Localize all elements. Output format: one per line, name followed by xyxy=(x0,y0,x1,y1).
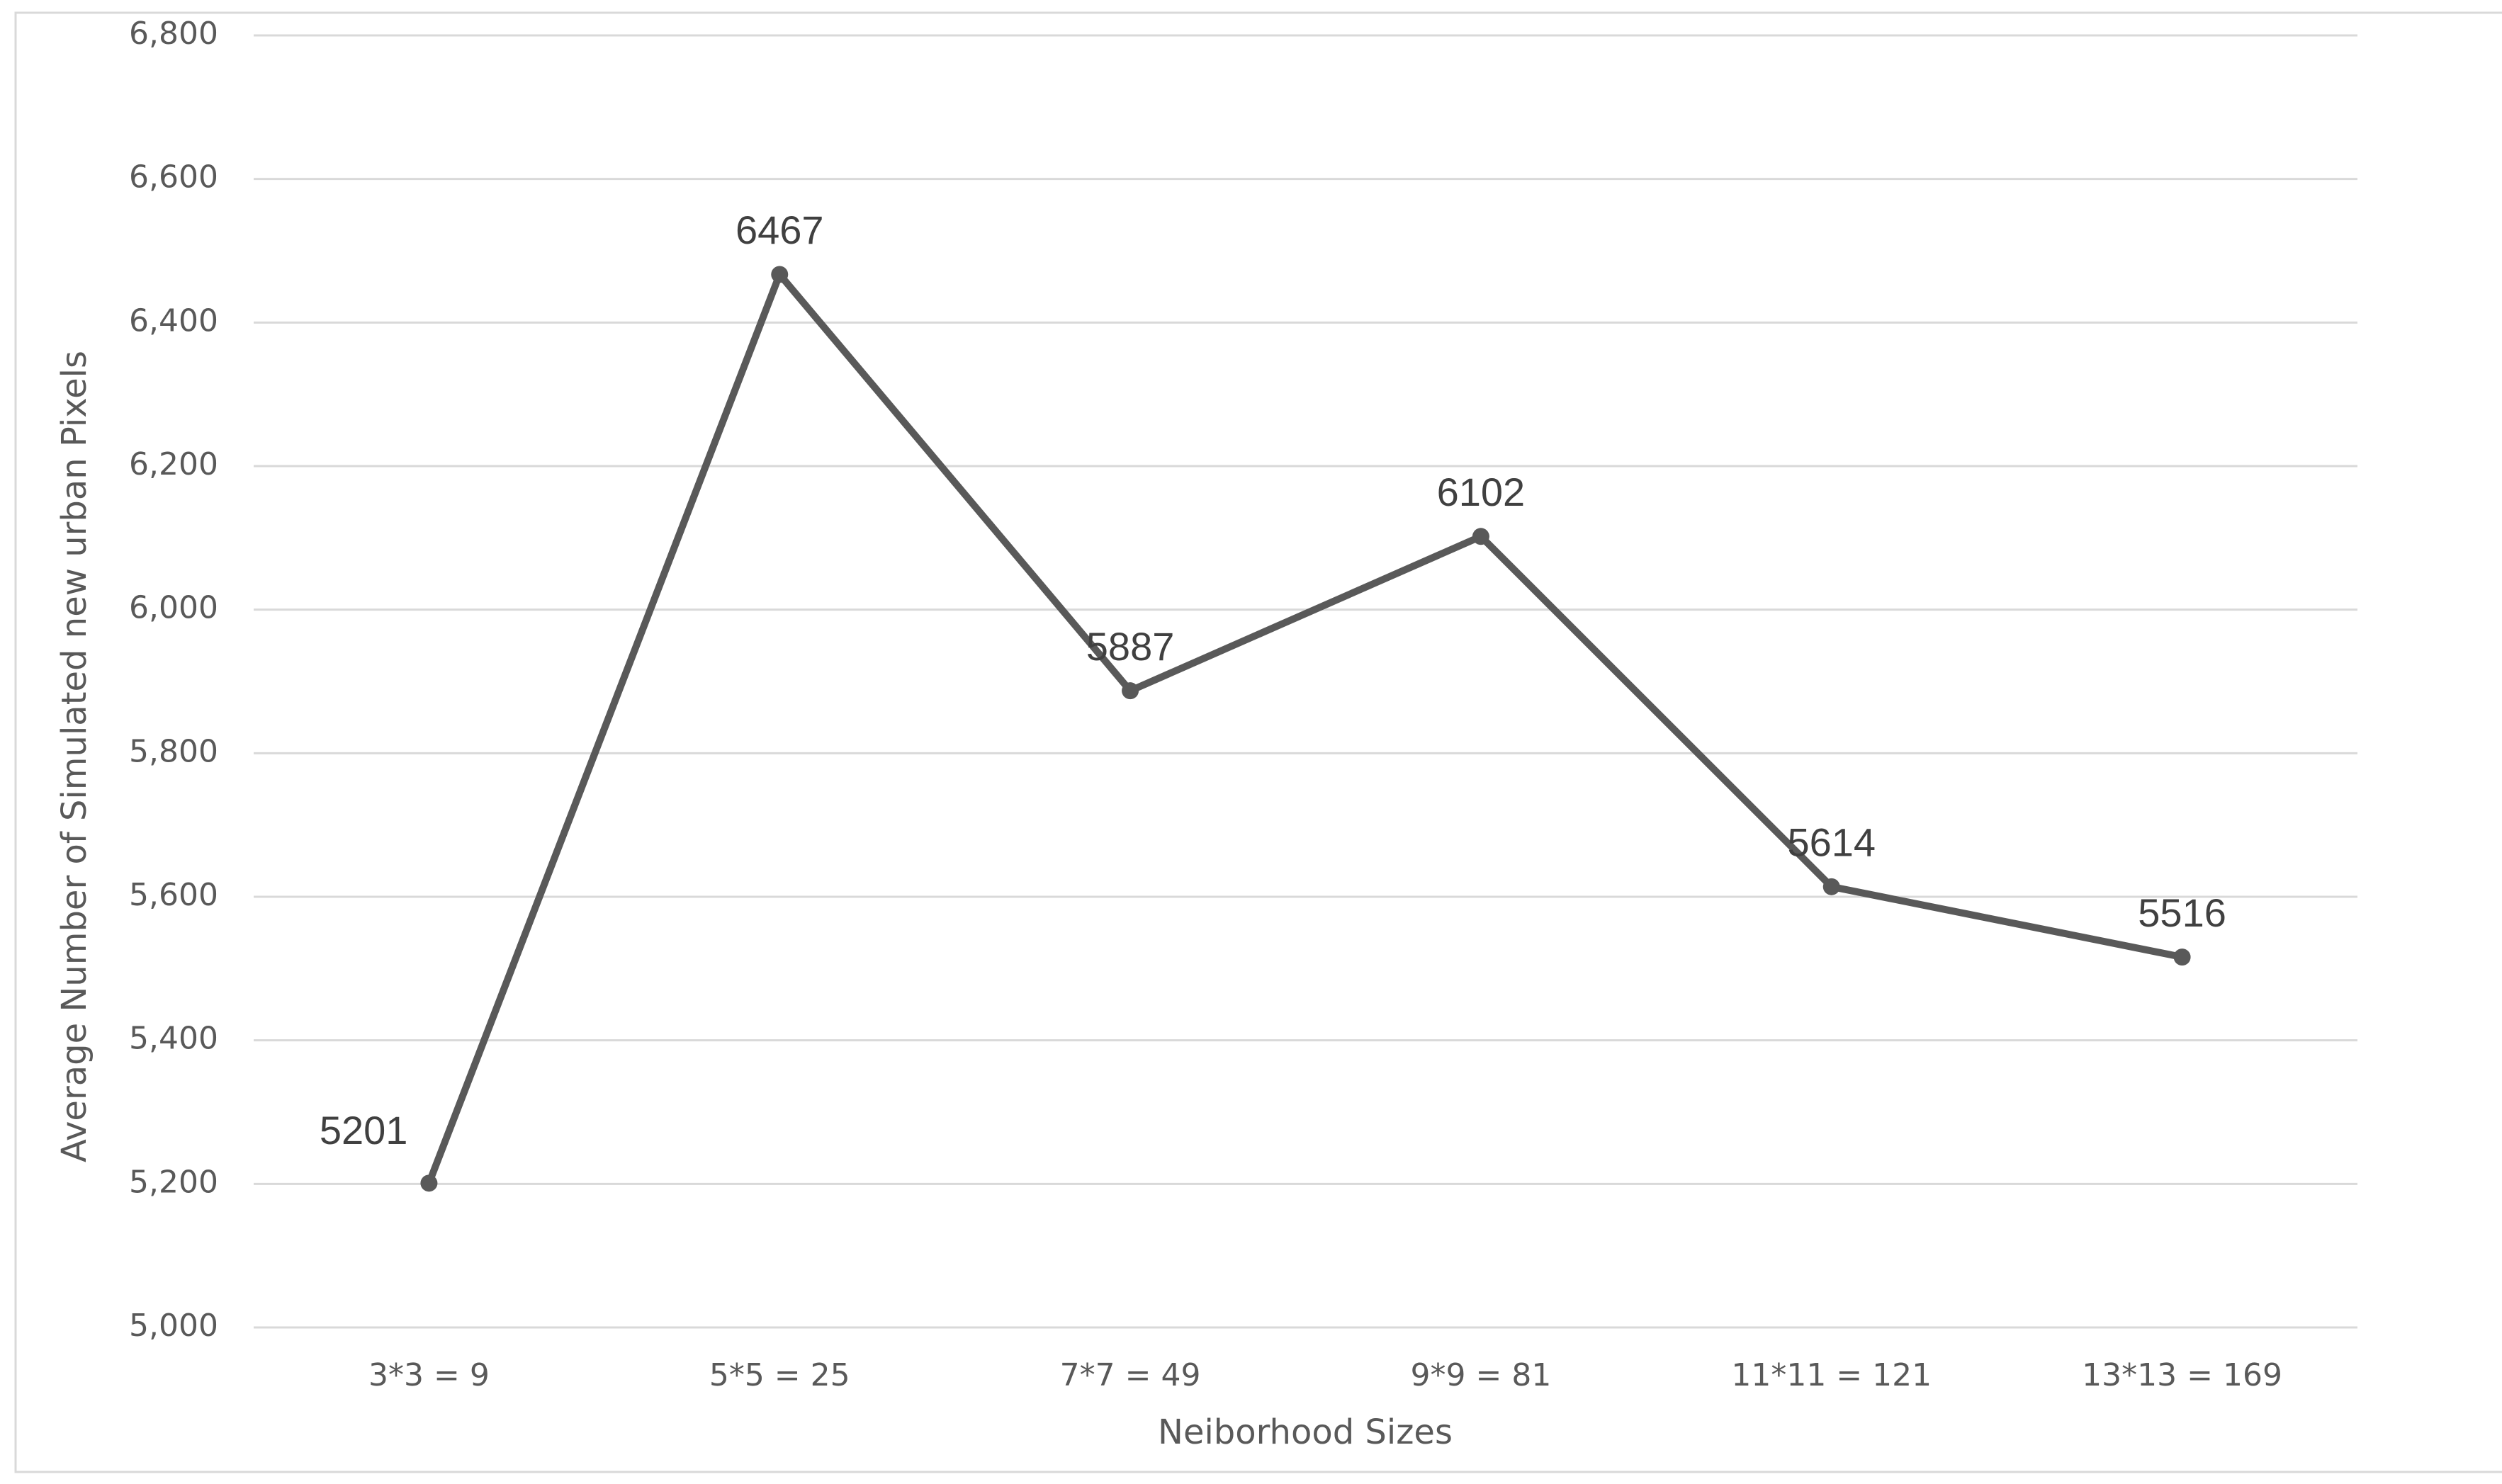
y-tick-label: 5,600 xyxy=(129,877,218,913)
data-label: 5516 xyxy=(2138,890,2226,935)
x-tick-label: 13*13 = 169 xyxy=(2082,1357,2282,1393)
point xyxy=(771,266,789,283)
x-axis-title: Neiborhood Sizes xyxy=(1158,1412,1453,1452)
data-label: 6467 xyxy=(736,208,824,252)
chart-border xyxy=(14,11,2502,1473)
y-tick-label: 6,000 xyxy=(129,590,218,626)
y-tick-label: 5,000 xyxy=(129,1308,218,1344)
y-axis-title: Average Number of Simulated new urban Pi… xyxy=(55,351,94,1162)
y-tick-label: 5,200 xyxy=(129,1164,218,1200)
x-tick-label: 7*7 = 49 xyxy=(1060,1357,1201,1393)
y-tick-label: 5,400 xyxy=(129,1021,218,1057)
y-tick-label: 5,800 xyxy=(129,733,218,769)
point xyxy=(420,1174,438,1192)
x-tick-label: 3*3 = 9 xyxy=(368,1357,490,1393)
data-label: 5887 xyxy=(1086,624,1175,669)
y-tick-label: 6,200 xyxy=(129,446,218,482)
point xyxy=(1472,528,1489,545)
x-tick-label: 9*9 = 81 xyxy=(1411,1357,1552,1393)
x-tick-label: 5*5 = 25 xyxy=(709,1357,850,1393)
data-label: 6102 xyxy=(1437,470,1526,514)
data-label: 5201 xyxy=(320,1108,408,1152)
point xyxy=(1122,682,1139,700)
x-tick-label: 11*11 = 121 xyxy=(1731,1357,1932,1393)
line xyxy=(425,271,2183,1185)
y-tick-label: 6,600 xyxy=(129,159,218,196)
point xyxy=(1822,878,1840,895)
data-label: 5614 xyxy=(1787,820,1876,865)
y-tick-label: 6,400 xyxy=(129,302,218,339)
point xyxy=(2173,948,2191,966)
y-tick-label: 6,800 xyxy=(129,16,218,52)
